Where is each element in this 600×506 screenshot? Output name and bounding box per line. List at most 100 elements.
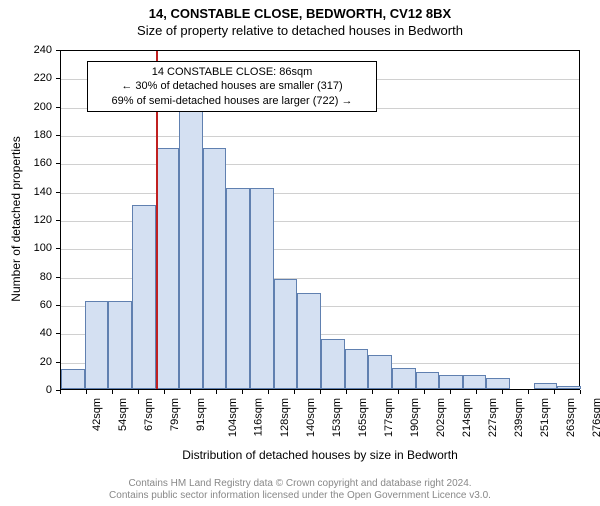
xtick-label: 202sqm (435, 398, 447, 437)
ytick-label: 80 (22, 271, 52, 283)
xtick-label: 190sqm (409, 398, 421, 437)
histogram-bar (85, 301, 109, 389)
xtick-label: 239sqm (513, 398, 525, 437)
xtick-mark (190, 390, 191, 394)
histogram-bar (132, 205, 156, 389)
histogram-bar (321, 339, 345, 389)
xtick-label: 263sqm (565, 398, 577, 437)
info-box-line: 14 CONSTABLE CLOSE: 86sqm (94, 65, 370, 79)
gridline (61, 164, 579, 165)
ytick-label: 120 (22, 214, 52, 226)
xtick-label: 42sqm (91, 398, 103, 431)
xtick-mark (320, 390, 321, 394)
histogram-bar (179, 109, 203, 390)
xtick-mark (60, 390, 61, 394)
info-box: 14 CONSTABLE CLOSE: 86sqm← 30% of detach… (87, 61, 377, 112)
histogram-bar (439, 375, 463, 389)
ytick-label: 20 (22, 356, 52, 368)
copyright-line-1: Contains HM Land Registry data © Crown c… (0, 478, 600, 490)
ytick-mark (56, 50, 60, 51)
gridline (61, 136, 579, 137)
ytick-label: 40 (22, 327, 52, 339)
histogram-bar (416, 372, 440, 389)
histogram-bar (274, 279, 298, 390)
xtick-mark (112, 390, 113, 394)
histogram-bar (557, 386, 581, 389)
histogram-bar (297, 293, 321, 389)
gridline (61, 193, 579, 194)
xtick-mark (268, 390, 269, 394)
ytick-label: 180 (22, 129, 52, 141)
x-axis-label: Distribution of detached houses by size … (60, 448, 580, 462)
ytick-label: 140 (22, 186, 52, 198)
ytick-label: 100 (22, 242, 52, 254)
xtick-mark (450, 390, 451, 394)
ytick-mark (56, 333, 60, 334)
xtick-label: 128sqm (279, 398, 291, 437)
xtick-label: 140sqm (305, 398, 317, 437)
xtick-label: 79sqm (169, 398, 181, 431)
histogram-bar (203, 148, 227, 389)
xtick-mark (86, 390, 87, 394)
ytick-label: 200 (22, 101, 52, 113)
xtick-mark (580, 390, 581, 394)
xtick-mark (398, 390, 399, 394)
xtick-label: 116sqm (252, 398, 264, 436)
ytick-mark (56, 107, 60, 108)
xtick-mark (554, 390, 555, 394)
histogram-bar (108, 301, 132, 389)
xtick-label: 54sqm (117, 398, 129, 431)
info-box-line: ← 30% of detached houses are smaller (31… (94, 79, 370, 93)
histogram-bar (250, 188, 274, 389)
xtick-mark (476, 390, 477, 394)
histogram-bar (392, 368, 416, 389)
plot-area: 14 CONSTABLE CLOSE: 86sqm← 30% of detach… (60, 50, 580, 390)
xtick-mark (294, 390, 295, 394)
xtick-mark (346, 390, 347, 394)
xtick-mark (164, 390, 165, 394)
xtick-label: 276sqm (591, 398, 600, 437)
xtick-label: 251sqm (539, 398, 551, 437)
histogram-bar (486, 378, 510, 389)
ytick-mark (56, 248, 60, 249)
ytick-label: 240 (22, 44, 52, 56)
info-box-line: 69% of semi-detached houses are larger (… (94, 94, 370, 108)
xtick-label: 104sqm (227, 398, 239, 437)
xtick-mark (528, 390, 529, 394)
histogram-bar (463, 375, 487, 389)
y-axis-label: Number of detached properties (9, 119, 23, 319)
xtick-mark (138, 390, 139, 394)
xtick-mark (242, 390, 243, 394)
ytick-label: 160 (22, 157, 52, 169)
copyright-line-2: Contains public sector information licen… (0, 490, 600, 502)
xtick-mark (424, 390, 425, 394)
xtick-label: 165sqm (357, 398, 369, 437)
xtick-mark (216, 390, 217, 394)
ytick-mark (56, 220, 60, 221)
xtick-label: 91sqm (195, 398, 207, 431)
ytick-mark (56, 135, 60, 136)
xtick-label: 214sqm (461, 398, 473, 437)
ytick-mark (56, 192, 60, 193)
xtick-label: 67sqm (143, 398, 155, 431)
ytick-mark (56, 277, 60, 278)
histogram-bar (368, 355, 392, 389)
histogram-bar (345, 349, 369, 389)
ytick-label: 60 (22, 299, 52, 311)
xtick-mark (502, 390, 503, 394)
ytick-label: 0 (22, 384, 52, 396)
xtick-label: 177sqm (383, 398, 395, 437)
copyright-notice: Contains HM Land Registry data © Crown c… (0, 478, 600, 502)
histogram-bar (156, 148, 180, 389)
histogram-bar (226, 188, 250, 389)
xtick-label: 153sqm (331, 398, 343, 437)
ytick-mark (56, 163, 60, 164)
chart-title-main: 14, CONSTABLE CLOSE, BEDWORTH, CV12 8BX (0, 6, 600, 21)
xtick-label: 227sqm (487, 398, 499, 437)
ytick-mark (56, 362, 60, 363)
histogram-bar (534, 383, 558, 389)
ytick-label: 220 (22, 72, 52, 84)
ytick-mark (56, 78, 60, 79)
chart-title-sub: Size of property relative to detached ho… (0, 23, 600, 38)
histogram-bar (61, 369, 85, 389)
